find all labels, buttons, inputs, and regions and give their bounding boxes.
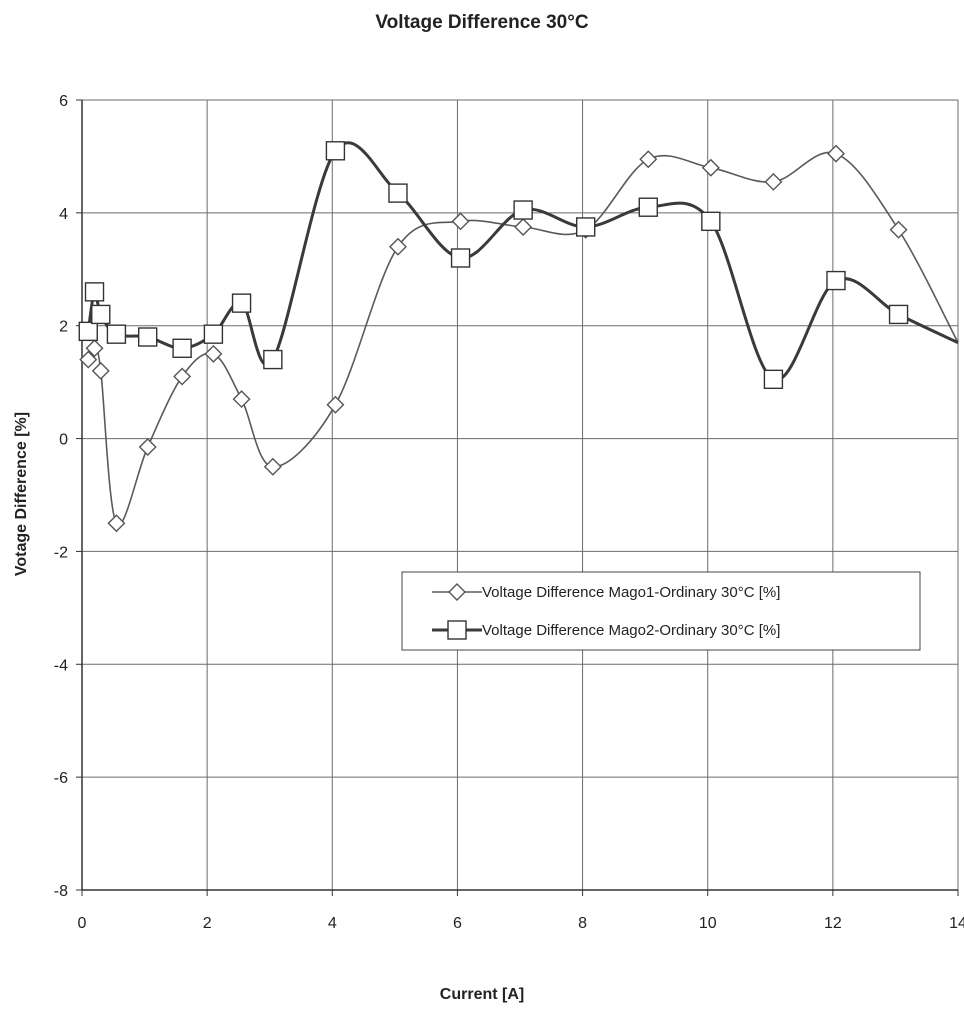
series-2-point [513,200,533,220]
series-2-point [701,211,721,232]
series-2 [78,141,959,390]
series-2-line [86,141,959,382]
series-2-point [638,197,658,217]
x-tick-label: 14 [949,915,964,932]
tick-labels: 0 2 4 6 8 10 12 14 6 4 2 0 -2 -4 -6 -8 [54,93,964,932]
series-2-point [84,282,105,302]
series-1-point [326,395,345,414]
series-1-point [889,220,908,239]
series-1-point [79,350,98,369]
x-tick-label: 10 [699,915,717,932]
y-tick-label: 0 [59,432,68,449]
series-2-point [91,304,111,325]
x-tick-label: 4 [328,915,337,932]
series-2-point [576,217,596,237]
legend-marker-2 [447,620,467,640]
y-tick-label: -2 [54,544,68,561]
series-1-point [138,438,157,457]
series-1-point [107,514,126,533]
series-1-point [263,457,282,476]
y-tick-label: 6 [59,93,68,110]
series-1-point [701,158,720,177]
series-2-point [231,293,252,313]
x-tick-label: 0 [78,915,87,932]
series-1-point [388,237,407,256]
y-tick-label: -8 [54,883,68,900]
series-2-point [826,270,846,291]
series-1-point [451,212,470,231]
y-tick-label: 4 [59,206,68,223]
series-2-point [763,369,784,390]
y-tick-label: 2 [59,319,68,336]
x-tick-label: 8 [578,915,587,932]
x-axis-label: Current [A] [439,986,525,1003]
series-2-point [888,304,909,325]
y-tick-label: -4 [54,657,68,674]
series-1-point [204,344,223,363]
series-1-point [826,144,845,163]
series-1-point [514,217,533,236]
data-series [78,141,959,533]
x-tick-label: 6 [453,915,462,932]
axes [76,99,959,896]
series-1-point [173,367,192,386]
line-chart: 0 2 4 6 8 10 12 14 6 4 2 0 -2 -4 -6 -8 Voltage Differen… [54,93,964,932]
series-2-point [78,321,98,342]
series-1-point [764,172,783,191]
legend-label-2: Voltage Difference Mago2-Ordinary 30°C [… [482,622,780,639]
legend-box [401,571,921,651]
y-tick-label: -6 [54,770,68,787]
legend: Voltage Difference Mago1-Ordinary 30°C [… [401,571,921,651]
series-1-point [639,150,658,169]
series-1-point [232,390,251,409]
legend-marker-1 [448,583,466,601]
series-2-point [172,338,192,358]
series-2-point [203,324,224,344]
series-1-point [91,361,110,380]
series-2-point [106,324,127,344]
x-tick-label: 2 [203,915,212,932]
series-2-point [388,183,408,203]
legend-label-1: Voltage Difference Mago1-Ordinary 30°C [… [482,584,780,601]
chart-title: Voltage Difference 30°C [375,12,589,33]
x-tick-label: 12 [824,915,842,932]
series-1-point [85,339,104,358]
series-2-point [450,248,471,268]
series-2-point [325,141,346,161]
series-2-point [263,349,283,370]
series-2-point [137,327,158,347]
